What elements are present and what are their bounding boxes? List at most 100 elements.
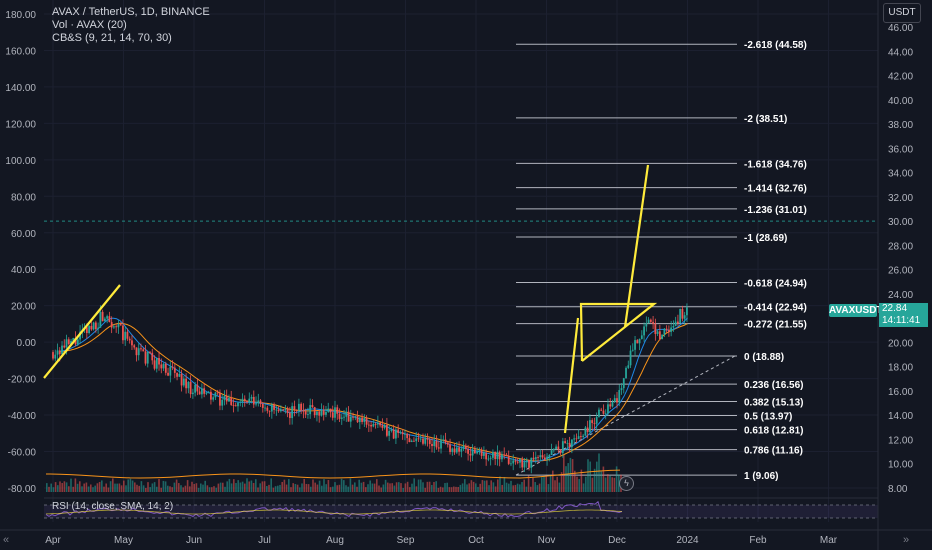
volume-bar <box>530 486 532 492</box>
candle-body <box>126 331 129 339</box>
volume-bar <box>343 480 345 492</box>
candle-body <box>336 407 339 414</box>
candle-body <box>110 322 113 328</box>
volume-bar <box>101 480 103 492</box>
currency-unit-button[interactable]: USDT <box>883 3 921 23</box>
legend-indicator[interactable]: CB&S (9, 21, 14, 70, 30) <box>52 32 172 44</box>
volume-bar <box>171 487 173 492</box>
volume-bar <box>378 485 380 492</box>
volume-bar <box>316 484 319 492</box>
volume-bar <box>204 480 206 492</box>
volume-bar <box>65 482 68 492</box>
candle-body <box>537 457 539 458</box>
candle-body <box>212 397 215 400</box>
volume-bar <box>74 478 77 492</box>
candle-body <box>298 403 300 411</box>
candle-body <box>273 404 275 410</box>
candle-body <box>343 416 345 418</box>
volume-bar <box>158 479 160 492</box>
volume-bar <box>534 482 536 492</box>
rsi-legend[interactable]: RSI (14, close, SMA, 14, 2) <box>52 501 174 512</box>
lightning-icon[interactable]: ϟ <box>619 476 634 491</box>
volume-bar <box>569 457 572 492</box>
fib-level-label: -1.618 (34.76) <box>744 159 807 170</box>
candle-body <box>559 449 562 454</box>
candle-body <box>169 366 172 376</box>
candle-body <box>406 433 409 439</box>
volume-bar <box>140 481 143 492</box>
candle-body <box>131 340 133 346</box>
volume-bar <box>173 482 176 492</box>
volume-bar <box>494 486 497 492</box>
candle-body <box>54 354 57 359</box>
volume-bar <box>527 475 530 492</box>
candle-body <box>275 409 278 411</box>
volume-bar <box>70 478 72 492</box>
volume-bar <box>532 477 534 492</box>
volume-bar <box>323 479 325 492</box>
candle-body <box>618 390 621 403</box>
volume-bar <box>600 471 602 492</box>
volume-bar <box>257 487 259 492</box>
candle-body <box>311 405 314 408</box>
volume-bar <box>191 481 193 492</box>
candle-body <box>681 308 684 319</box>
volume-bar <box>283 479 286 492</box>
volume-bar <box>114 483 116 492</box>
candle-body <box>622 378 625 389</box>
volume-bar <box>151 483 154 492</box>
volume-bar <box>446 482 448 492</box>
volume-bar <box>488 485 490 492</box>
legend-symbol[interactable]: AVAX / TetherUS, 1D, BINANCE <box>52 6 210 18</box>
volume-bar <box>345 485 347 492</box>
volume-bar <box>134 482 136 492</box>
candle-body <box>514 460 517 462</box>
candle-body <box>106 316 109 319</box>
scroll-left-icon[interactable]: « <box>3 534 10 546</box>
legend-volume[interactable]: Vol · AVAX (20) <box>52 19 127 31</box>
volume-bar <box>371 483 374 492</box>
candle-body <box>667 329 670 332</box>
volume-bar <box>180 485 182 492</box>
candle-body <box>413 440 415 442</box>
volume-bar <box>321 485 323 492</box>
volume-bar <box>107 487 110 492</box>
candle-body <box>151 352 154 361</box>
volume-bar <box>453 486 455 492</box>
volume-bar <box>235 483 237 492</box>
volume-bar <box>200 483 202 492</box>
candle-body <box>525 460 528 463</box>
volume-bar <box>109 481 112 492</box>
candle-body <box>140 348 142 350</box>
volume-bar <box>356 486 358 492</box>
candle-body <box>117 324 120 328</box>
candle-body <box>268 410 271 412</box>
candle-body <box>361 417 363 422</box>
candle-body <box>469 453 472 456</box>
candle-body <box>586 427 589 433</box>
fib-level-label: 0.786 (11.16) <box>744 446 803 457</box>
volume-bar <box>422 482 424 492</box>
candle-body <box>404 433 406 435</box>
candle-body <box>295 409 298 411</box>
volume-bar <box>103 486 105 492</box>
candle-body <box>173 367 176 373</box>
volume-bar <box>384 479 387 492</box>
candle-body <box>142 349 145 352</box>
candle-body <box>530 457 533 468</box>
candle-body <box>566 442 569 444</box>
scroll-right-icon[interactable]: » <box>903 534 910 546</box>
volume-bar <box>184 485 187 492</box>
candle-body <box>600 409 603 411</box>
candle-body <box>379 422 382 426</box>
volume-bar <box>351 484 354 492</box>
volume-bar <box>558 482 561 492</box>
time-axis-label: Apr <box>45 535 61 546</box>
volume-bar <box>153 482 156 492</box>
candle-body <box>286 408 289 414</box>
left-axis-label: 120.00 <box>5 119 36 130</box>
candle-body <box>496 451 499 460</box>
volume-bar <box>523 479 525 492</box>
candle-body <box>453 448 456 453</box>
